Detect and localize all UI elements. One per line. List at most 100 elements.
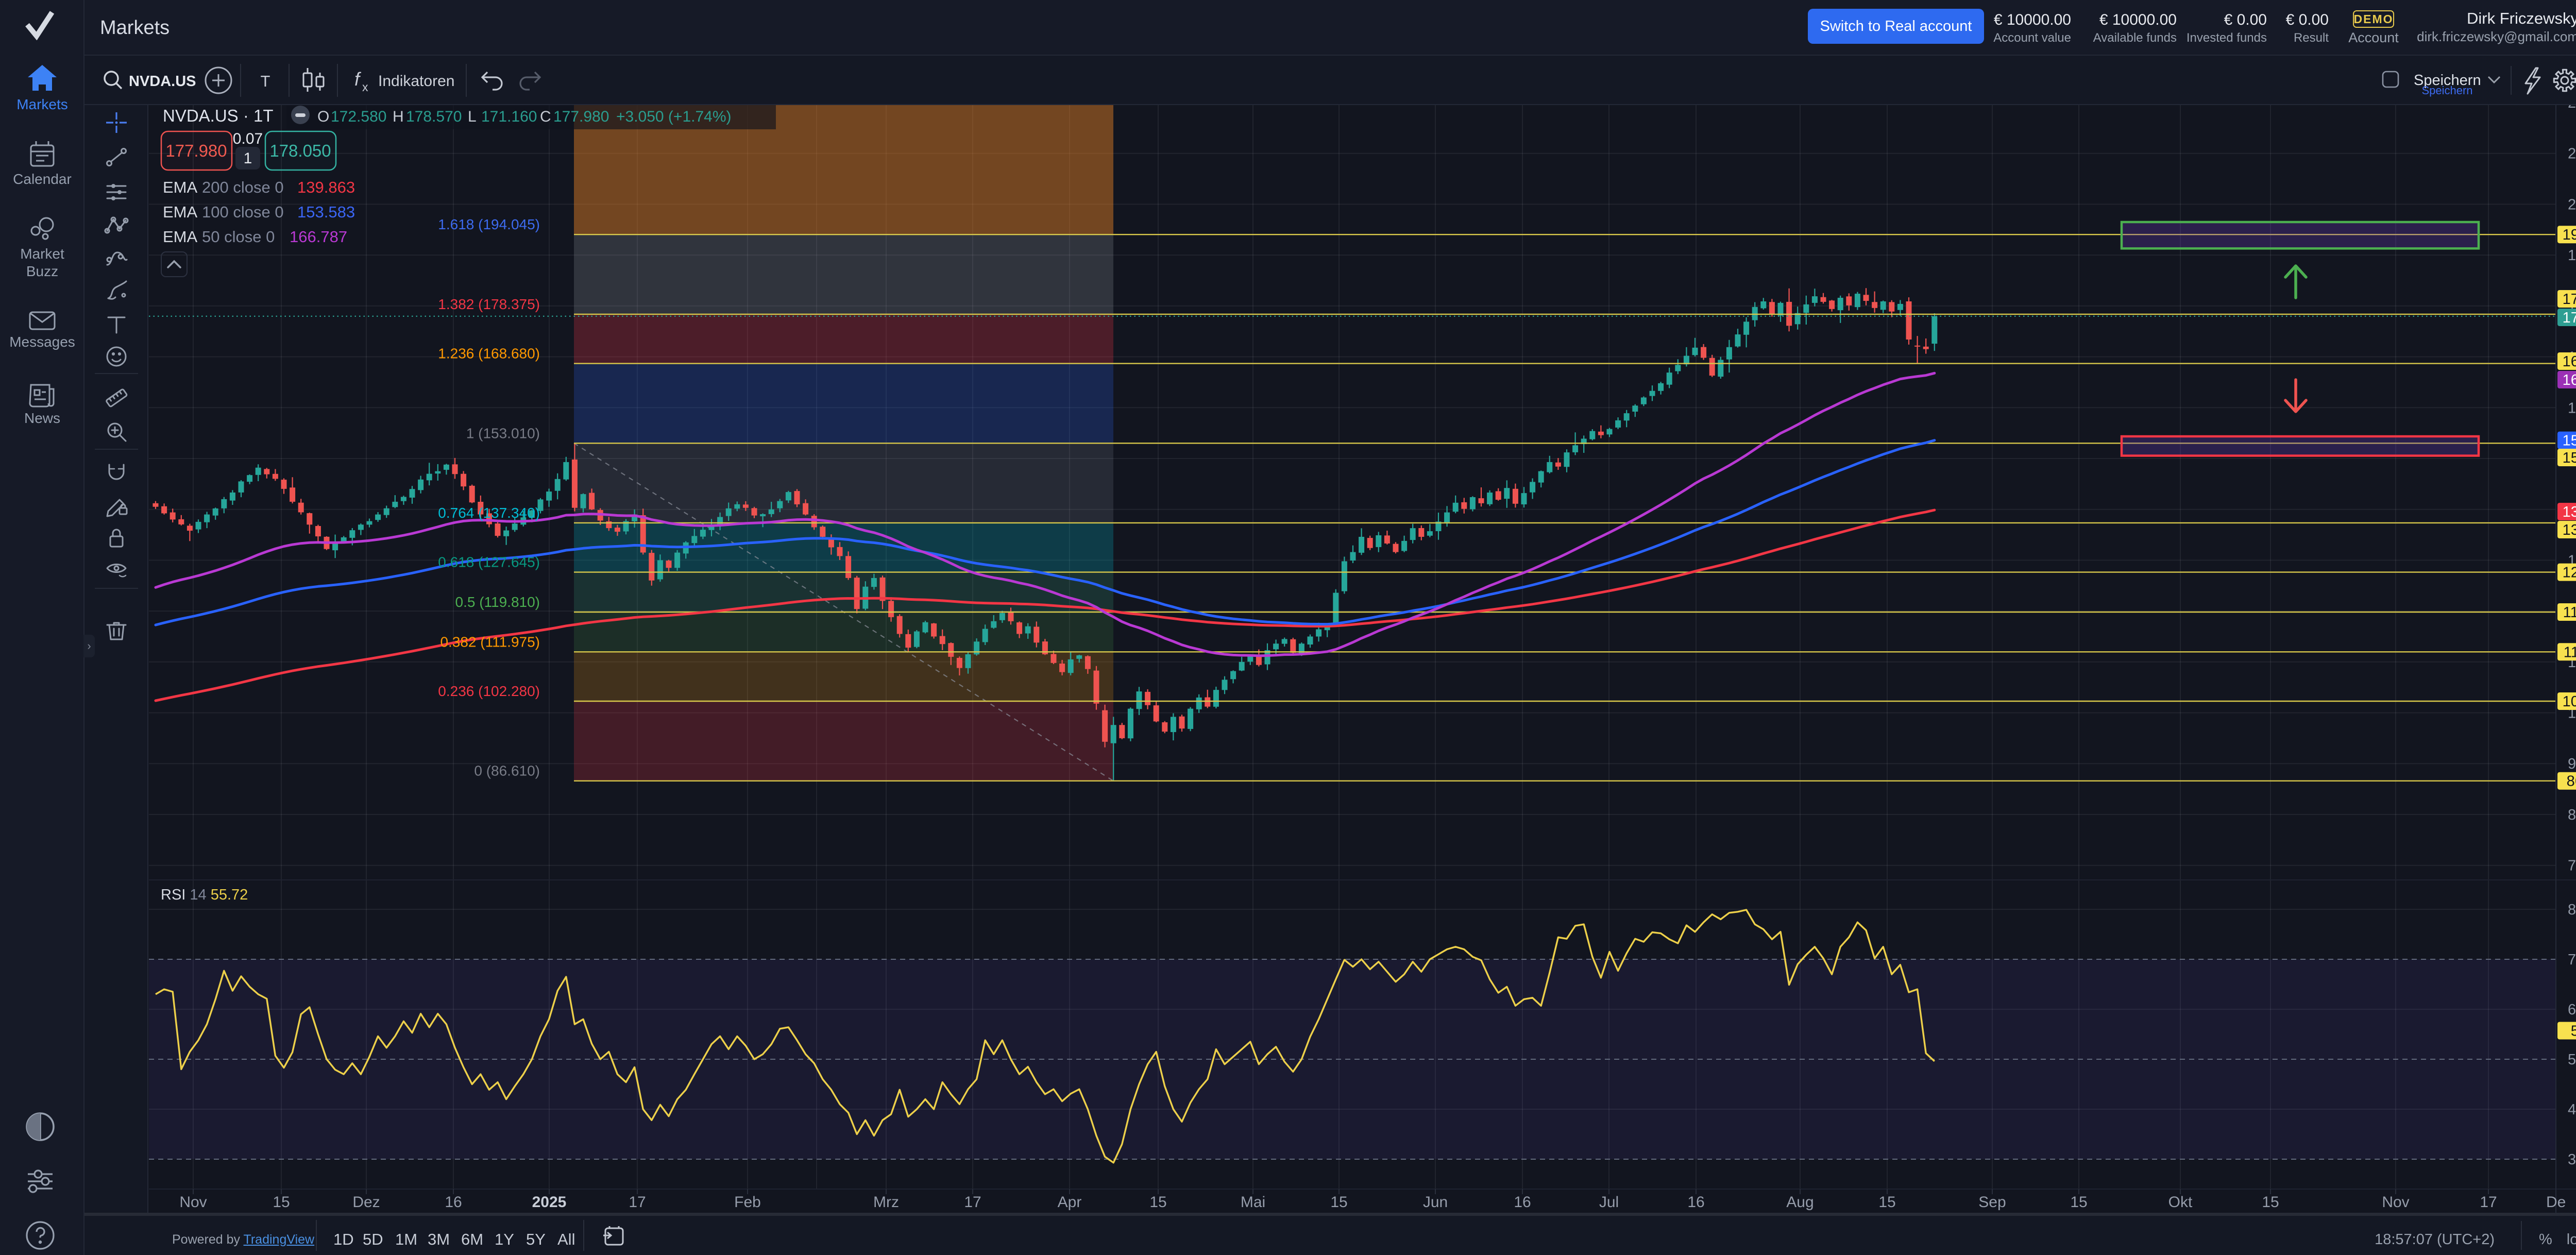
svg-text:EMA: EMA xyxy=(163,178,198,196)
svg-text:153.583: 153.583 xyxy=(297,203,355,221)
svg-text:Speichern: Speichern xyxy=(2421,84,2472,97)
svg-text:194.045: 194.045 xyxy=(2563,227,2576,243)
svg-text:0.764 (137.340): 0.764 (137.340) xyxy=(438,505,540,521)
svg-text:EMA: EMA xyxy=(163,228,198,246)
svg-text:1.618 (194.045): 1.618 (194.045) xyxy=(438,216,540,232)
svg-text:70.000: 70.000 xyxy=(2568,858,2576,874)
svg-text:EMA: EMA xyxy=(163,203,198,221)
svg-text:50 close 0: 50 close 0 xyxy=(202,228,275,246)
svg-text:160.000: 160.000 xyxy=(2568,400,2576,416)
svg-text:0.382 (111.975): 0.382 (111.975) xyxy=(440,634,540,650)
svg-text:15: 15 xyxy=(273,1194,290,1211)
svg-text:17: 17 xyxy=(2480,1194,2497,1211)
svg-text:90.000: 90.000 xyxy=(2568,756,2576,772)
svg-text:O: O xyxy=(317,108,329,125)
svg-text:Speichern: Speichern xyxy=(2414,72,2481,89)
svg-text:Indikatoren: Indikatoren xyxy=(378,73,454,90)
svg-text:177.980: 177.980 xyxy=(2563,310,2576,326)
svg-text:Aug: Aug xyxy=(1786,1194,1814,1211)
svg-text:L: L xyxy=(468,108,477,125)
svg-text:172.580: 172.580 xyxy=(331,108,386,125)
svg-text:H: H xyxy=(393,108,404,125)
svg-text:15: 15 xyxy=(1878,1194,1895,1211)
svg-text:15: 15 xyxy=(2262,1194,2279,1211)
svg-text:2025: 2025 xyxy=(532,1194,567,1211)
svg-text:17: 17 xyxy=(964,1194,981,1211)
svg-text:80.000: 80.000 xyxy=(2568,807,2576,823)
svg-text:f: f xyxy=(354,69,362,90)
svg-text:Nov: Nov xyxy=(2382,1194,2409,1211)
svg-text:86.610: 86.610 xyxy=(2567,773,2576,790)
svg-text:Buzz: Buzz xyxy=(26,263,58,279)
svg-text:119.810: 119.810 xyxy=(2563,604,2576,621)
svg-text:178.375: 178.375 xyxy=(2563,291,2576,308)
svg-text:177.980: 177.980 xyxy=(165,141,227,160)
svg-text:210.000: 210.000 xyxy=(2568,146,2576,162)
svg-text:80.00: 80.00 xyxy=(2568,902,2576,918)
svg-text:T: T xyxy=(261,72,270,90)
svg-text:171.160: 171.160 xyxy=(481,108,537,125)
svg-text:40.00: 40.00 xyxy=(2568,1101,2576,1118)
svg-text:139.863: 139.863 xyxy=(297,178,355,196)
svg-text:x: x xyxy=(362,80,368,94)
svg-text:1.382 (178.375): 1.382 (178.375) xyxy=(438,296,540,312)
svg-text:190.000: 190.000 xyxy=(2568,247,2576,264)
svg-text:0.618 (127.645): 0.618 (127.645) xyxy=(438,554,540,570)
svg-text:Calendar: Calendar xyxy=(13,171,72,187)
svg-text:166.787: 166.787 xyxy=(290,228,347,246)
svg-text:102.280: 102.280 xyxy=(2563,693,2576,710)
svg-text:16: 16 xyxy=(1514,1194,1531,1211)
svg-text:Dez: Dez xyxy=(352,1194,380,1211)
svg-text:60.00: 60.00 xyxy=(2568,1002,2576,1018)
svg-text:Apr: Apr xyxy=(1058,1194,1082,1211)
svg-text:15: 15 xyxy=(2070,1194,2087,1211)
svg-text:Mai: Mai xyxy=(1241,1194,1265,1211)
svg-text:177.980: 177.980 xyxy=(553,108,609,125)
svg-text:0 (86.610): 0 (86.610) xyxy=(474,763,540,779)
svg-text:15: 15 xyxy=(1149,1194,1166,1211)
svg-text:111.975: 111.975 xyxy=(2564,644,2576,660)
svg-text:17: 17 xyxy=(629,1194,646,1211)
svg-text:30.00: 30.00 xyxy=(2568,1151,2576,1168)
svg-text:News: News xyxy=(24,410,60,426)
svg-text:Market: Market xyxy=(20,246,64,262)
svg-text:Sep: Sep xyxy=(1978,1194,2006,1211)
svg-text:139.863: 139.863 xyxy=(2563,504,2576,520)
svg-text:1.236 (168.680): 1.236 (168.680) xyxy=(438,346,540,362)
svg-text:De: De xyxy=(2546,1194,2566,1211)
svg-text:15: 15 xyxy=(1330,1194,1347,1211)
svg-text:55.72: 55.72 xyxy=(2571,1023,2576,1040)
svg-text:137.340: 137.340 xyxy=(2563,522,2576,538)
svg-text:Feb: Feb xyxy=(734,1194,761,1211)
svg-text:153.010: 153.010 xyxy=(2563,450,2576,466)
svg-text:16: 16 xyxy=(445,1194,462,1211)
svg-text:0.07: 0.07 xyxy=(233,130,263,147)
svg-text:Markets: Markets xyxy=(16,96,68,112)
svg-text:+3.050 (+1.74%): +3.050 (+1.74%) xyxy=(616,108,732,125)
svg-text:100 close 0: 100 close 0 xyxy=(202,203,284,221)
svg-text:Messages: Messages xyxy=(9,334,75,350)
svg-text:Jul: Jul xyxy=(1599,1194,1619,1211)
svg-text:166.787: 166.787 xyxy=(2563,372,2576,388)
svg-text:Jun: Jun xyxy=(1423,1194,1448,1211)
svg-text:200 close 0: 200 close 0 xyxy=(202,178,284,196)
svg-text:16: 16 xyxy=(1687,1194,1704,1211)
svg-text:0.5 (119.810): 0.5 (119.810) xyxy=(455,594,540,610)
svg-text:50.00: 50.00 xyxy=(2568,1052,2576,1068)
svg-text:Mrz: Mrz xyxy=(873,1194,899,1211)
svg-text:220.000: 220.000 xyxy=(2568,105,2576,111)
svg-text:RSI 14 55.72: RSI 14 55.72 xyxy=(161,887,248,903)
svg-text:NVDA.US · 1T: NVDA.US · 1T xyxy=(163,106,274,125)
svg-text:Nov: Nov xyxy=(179,1194,207,1211)
svg-text:1 (153.010): 1 (153.010) xyxy=(466,425,540,441)
svg-text:178.570: 178.570 xyxy=(406,108,462,125)
svg-text:C: C xyxy=(540,108,551,125)
svg-text:NVDA.US: NVDA.US xyxy=(129,73,196,90)
svg-text:Okt: Okt xyxy=(2168,1194,2193,1211)
svg-text:153.583: 153.583 xyxy=(2563,433,2576,449)
svg-text:168.680: 168.680 xyxy=(2563,353,2576,370)
svg-text:1: 1 xyxy=(244,150,252,167)
svg-text:127.645: 127.645 xyxy=(2563,565,2576,581)
svg-text:178.050: 178.050 xyxy=(269,141,331,160)
svg-text:0.236 (102.280): 0.236 (102.280) xyxy=(438,683,540,699)
